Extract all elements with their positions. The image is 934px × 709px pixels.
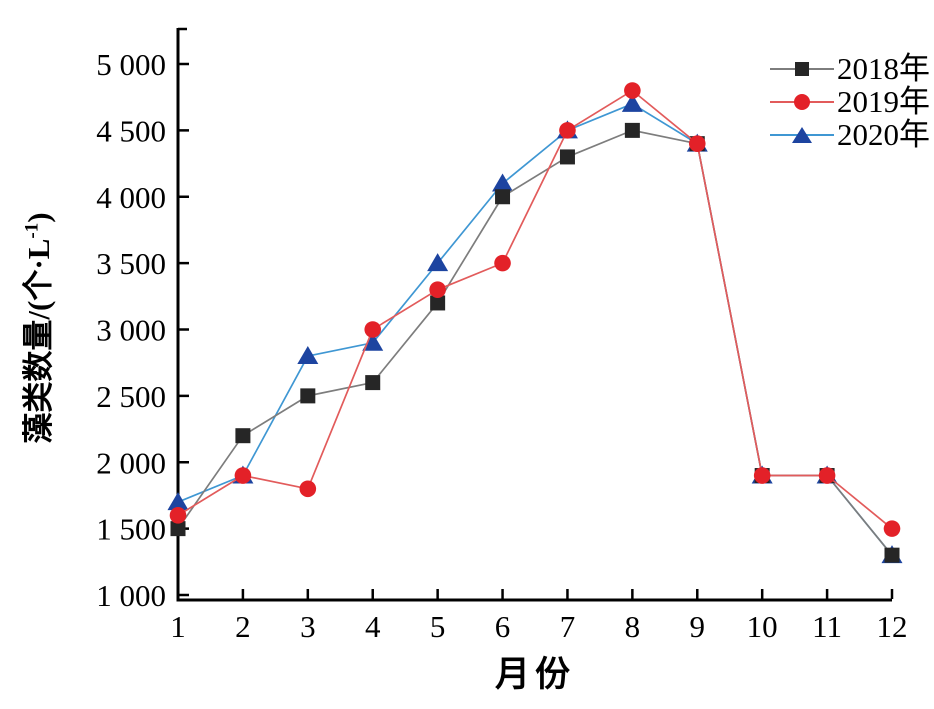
data-point-square (170, 521, 186, 537)
y-axis-title-superscript: -1 (21, 222, 43, 239)
data-point-circle (624, 82, 641, 99)
legend-label-2020: 2020年 (837, 117, 930, 152)
data-point-square (365, 375, 381, 391)
data-point-square (495, 189, 511, 205)
x-tick-label: 2 (235, 609, 251, 644)
legend-sample-2020 (770, 125, 834, 145)
series-2019年 (169, 82, 901, 537)
data-point-circle (559, 122, 576, 139)
x-tick-label: 4 (365, 609, 381, 644)
y-axis-title: 藻类数量/(个·L-1) (13, 118, 56, 538)
x-tick-label: 10 (747, 609, 778, 644)
x-axis-title: 月份 (494, 655, 575, 694)
data-point-square (430, 295, 446, 311)
legend-label-2018: 2018年 (837, 51, 930, 86)
x-tick-label: 12 (877, 609, 908, 644)
data-point-triangle (362, 332, 384, 351)
y-tick-label: 2 000 (96, 445, 166, 480)
y-tick-label: 1 000 (96, 578, 166, 613)
data-point-circle (753, 467, 771, 484)
square-marker-icon (795, 61, 809, 76)
legend-item-2018: 2018年 (770, 52, 930, 85)
y-tick-label: 2 500 (96, 379, 166, 414)
data-point-square (559, 149, 575, 165)
data-point-triangle (492, 173, 514, 192)
legend-label-2019: 2019年 (837, 84, 930, 119)
y-tick-label: 5 000 (96, 47, 166, 82)
legend-item-2020: 2020年 (770, 118, 930, 151)
legend-item-2019: 2019年 (770, 85, 930, 118)
series-2018年 (170, 122, 900, 563)
data-point-square (300, 388, 316, 404)
y-axis-title-close: ) (21, 212, 56, 223)
y-tick-label: 4 500 (96, 113, 166, 148)
x-tick-label: 6 (495, 609, 511, 644)
data-point-square (884, 547, 900, 563)
x-tick-label: 11 (812, 609, 842, 644)
data-point-circle (169, 507, 187, 524)
series-line-2019年 (177, 89, 893, 530)
data-point-triangle (621, 93, 643, 112)
y-tick-label: 1 500 (96, 512, 166, 547)
data-point-circle (364, 321, 382, 338)
circle-marker-icon (794, 93, 810, 110)
x-tick-label: 7 (560, 609, 576, 644)
data-point-circle (299, 480, 317, 498)
data-point-triangle (167, 492, 189, 511)
triangle-marker-icon (792, 126, 812, 143)
x-tick-label: 8 (625, 609, 641, 644)
y-tick-label: 3 500 (96, 246, 166, 281)
data-point-square (235, 428, 251, 444)
x-tick-label: 3 (300, 609, 316, 644)
data-point-circle (429, 281, 446, 298)
data-point-circle (818, 467, 836, 484)
series-2020年 (167, 93, 903, 564)
legend-sample-2018 (770, 59, 834, 79)
y-tick-label: 4 000 (96, 180, 166, 215)
data-point-triangle (297, 346, 319, 365)
legend: 2018年 2019年 2020年 (770, 52, 930, 151)
y-tick-label: 3 000 (96, 313, 166, 348)
x-tick-label: 9 (690, 609, 706, 644)
data-point-triangle (427, 253, 449, 272)
data-point-circle (494, 254, 511, 272)
x-tick-label: 5 (430, 609, 446, 644)
legend-sample-2019 (770, 92, 834, 112)
data-point-circle (883, 520, 901, 537)
data-point-circle (688, 135, 706, 152)
series-line-2018年 (177, 129, 893, 556)
data-point-square (624, 122, 640, 138)
data-point-circle (234, 467, 252, 484)
x-tick-label: 1 (170, 609, 186, 644)
y-axis-title-text: 藻类数量/(个·L (21, 238, 56, 444)
series-line-2020年 (177, 102, 893, 556)
